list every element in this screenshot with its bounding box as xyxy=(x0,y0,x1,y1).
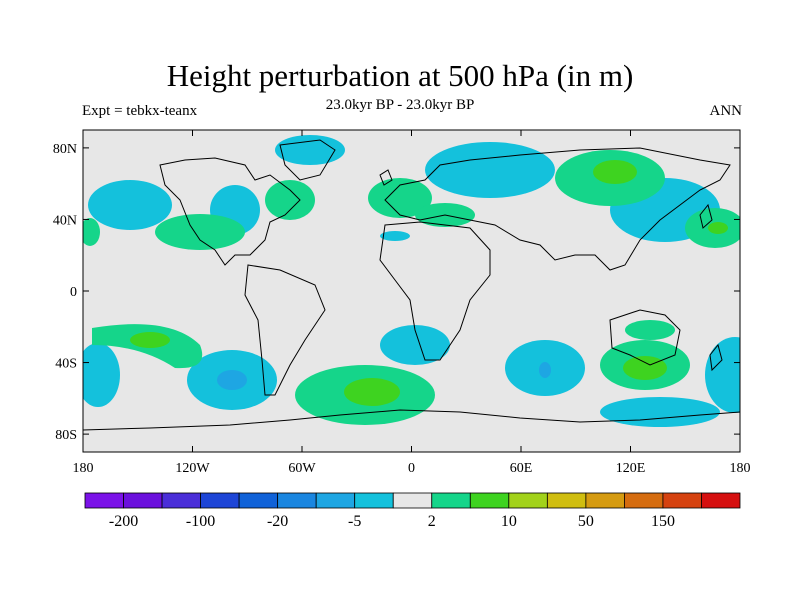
colorbar-swatch xyxy=(508,492,548,509)
lat-tick-label: 40S xyxy=(55,357,77,372)
anomaly-region xyxy=(425,142,555,198)
coastline-japan xyxy=(699,203,713,229)
coastline-greenland xyxy=(279,139,336,181)
colorbar-swatch xyxy=(624,492,664,509)
anomaly-region xyxy=(83,218,100,246)
anomaly-region xyxy=(217,370,247,390)
anomaly-region xyxy=(380,231,410,241)
colorbar-swatch xyxy=(431,492,471,509)
anomaly-region xyxy=(265,180,315,220)
anomaly-region xyxy=(539,362,551,378)
coastline-antarctica xyxy=(83,409,740,431)
anomaly-region xyxy=(275,135,345,165)
coastline-eurasia xyxy=(384,147,731,271)
lon-tick-label: 0 xyxy=(408,461,415,476)
lat-tick-label: 80N xyxy=(53,142,77,157)
anomaly-region xyxy=(708,222,728,234)
anomaly-region xyxy=(380,325,450,365)
anomaly-region xyxy=(155,214,245,250)
coastline-australia xyxy=(609,309,681,366)
anomaly-region xyxy=(625,320,675,340)
colorbar-label: -200 xyxy=(109,513,138,530)
colorbar-swatch xyxy=(277,492,317,509)
colorbar-swatch xyxy=(701,492,741,509)
coastline-uk xyxy=(379,169,393,186)
lon-tick-label: 120E xyxy=(616,461,646,476)
colorbar-swatch xyxy=(315,492,356,509)
anomaly-region xyxy=(130,332,170,348)
lon-tick-label: 120W xyxy=(175,461,210,476)
anomaly-region xyxy=(593,160,637,184)
anomaly-region xyxy=(705,337,740,413)
season-label: ANN xyxy=(709,103,743,119)
colorbar-swatch xyxy=(392,492,433,509)
colorbar-swatch xyxy=(546,492,587,509)
colorbar-label: 50 xyxy=(578,513,594,530)
coastline-south-america xyxy=(244,264,326,396)
anomaly-region xyxy=(368,178,432,218)
lat-tick-label: 80S xyxy=(55,428,77,443)
latitude-ticks: 80N 40N 0 40S 80S xyxy=(53,142,740,443)
lat-tick-label: 0 xyxy=(70,285,77,300)
colorbar-label: 2 xyxy=(428,513,436,530)
colorbar-swatch xyxy=(84,492,124,509)
colorbar-swatch xyxy=(123,492,163,509)
anomaly-region xyxy=(83,343,120,407)
colorbar: -200 -100 -20 -5 2 10 50 150 xyxy=(84,492,741,530)
anomaly-region xyxy=(623,356,667,380)
anomaly-region xyxy=(344,378,400,406)
map-title: Height perturbation at 500 hPa (in m) xyxy=(166,58,634,93)
longitude-ticks: 180 120W 60W 0 60E 120E 180 xyxy=(73,130,751,476)
colorbar-swatch xyxy=(662,492,702,509)
lon-tick-label: 60W xyxy=(288,461,316,476)
anomaly-region xyxy=(600,397,720,427)
colorbar-label: -100 xyxy=(186,513,215,530)
colorbar-swatch xyxy=(200,492,240,509)
colorbar-label: -5 xyxy=(348,513,361,530)
colorbar-swatch xyxy=(354,492,394,509)
colorbar-label: -20 xyxy=(267,513,288,530)
coastlines xyxy=(83,139,740,431)
anomaly-region xyxy=(88,180,172,230)
coastline-north-america xyxy=(159,157,301,266)
lat-tick-label: 40N xyxy=(53,213,77,228)
colorbar-swatch xyxy=(585,492,625,509)
map-subtitle: 23.0kyr BP - 23.0kyr BP xyxy=(325,97,475,113)
field-contours xyxy=(83,135,740,427)
colorbar-label: 150 xyxy=(651,513,675,530)
colorbar-swatch xyxy=(238,492,279,509)
lon-tick-label: 180 xyxy=(73,461,94,476)
colorbar-label: 10 xyxy=(501,513,517,530)
colorbar-swatch xyxy=(161,492,201,509)
coastline-new-zealand xyxy=(709,343,723,372)
coastline-africa xyxy=(379,221,491,361)
lon-tick-label: 180 xyxy=(730,461,751,476)
lon-tick-label: 60E xyxy=(510,461,533,476)
colorbar-swatch xyxy=(469,492,510,509)
experiment-label: Expt = tebkx-teanx xyxy=(82,103,198,119)
